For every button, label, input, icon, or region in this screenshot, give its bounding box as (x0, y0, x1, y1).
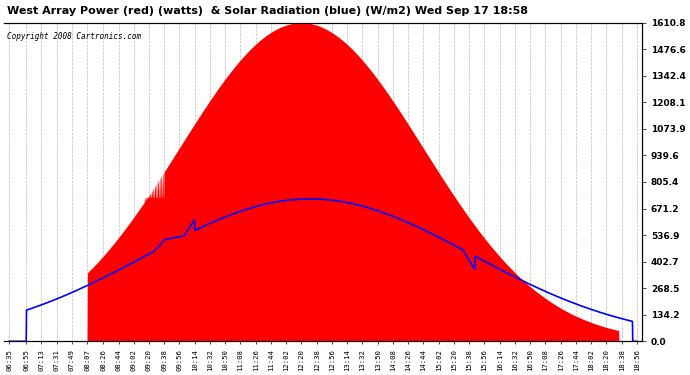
Text: West Array Power (red) (watts)  & Solar Radiation (blue) (W/m2) Wed Sep 17 18:58: West Array Power (red) (watts) & Solar R… (7, 6, 528, 16)
Text: Copyright 2008 Cartronics.com: Copyright 2008 Cartronics.com (8, 32, 141, 41)
